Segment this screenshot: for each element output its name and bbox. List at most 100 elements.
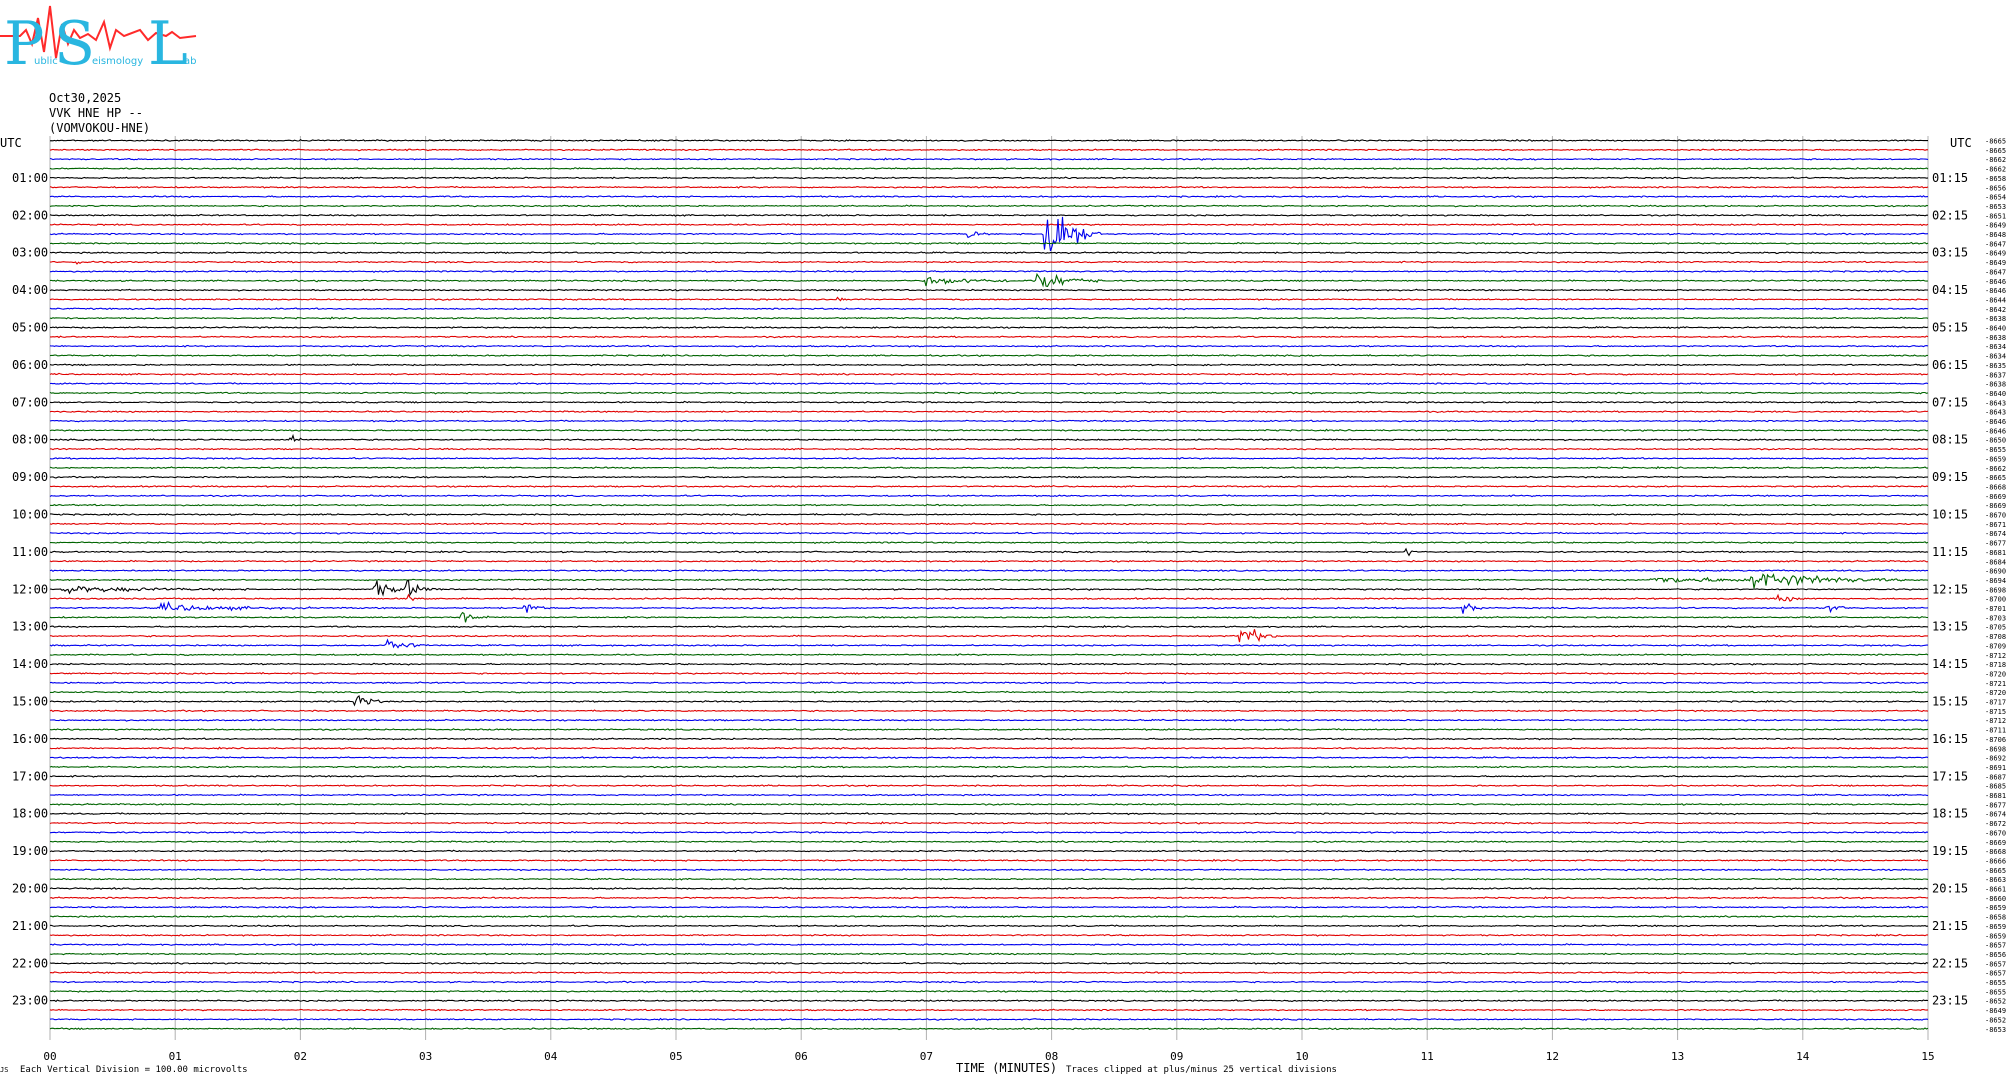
logo-letter-p: P [4, 9, 44, 79]
trace-offset-label: -8653 [1985, 1026, 2006, 1034]
trace-line [49, 746, 1929, 750]
trace-offset-label: -8634 [1985, 343, 2006, 351]
footer-left-mark: JS [0, 1066, 8, 1074]
trace-offset-label: -8663 [1985, 876, 2006, 884]
right-hour-label: 17:15 [1932, 769, 1968, 783]
trace-line [49, 410, 1929, 414]
trace-offset-label: -8687 [1985, 773, 2006, 781]
right-hour-label: 10:15 [1932, 508, 1968, 522]
trace-offset-label: -8708 [1985, 633, 2006, 641]
left-axis-label: UTC [0, 136, 22, 150]
trace-line [49, 756, 1929, 760]
left-hour-label: 05:00 [12, 321, 48, 335]
trace-offset-label: -8685 [1985, 783, 2006, 791]
trace-offset-label: -8712 [1985, 717, 2006, 725]
trace-offset-label: -8649 [1985, 259, 2006, 267]
trace-offset-label: -8659 [1985, 923, 2006, 931]
trace-line [49, 629, 1928, 643]
trace-offset-label: -8638 [1985, 315, 2006, 323]
trace-offset-label: -8659 [1985, 904, 2006, 912]
trace-offset-label: -8674 [1985, 530, 2006, 538]
right-hour-label: 19:15 [1932, 844, 1968, 858]
trace-offset-label: -8720 [1985, 670, 2006, 678]
trace-line [49, 185, 1929, 189]
trace-offset-label: -8655 [1985, 446, 2006, 454]
trace-line [49, 326, 1929, 330]
trace-offset-label: -8681 [1985, 549, 2006, 557]
trace-line [49, 316, 1929, 320]
trace-line [49, 611, 1928, 623]
trace-line [50, 335, 1929, 339]
trace-line [49, 466, 1928, 470]
trace-line [49, 541, 1929, 545]
trace-line [49, 653, 1929, 657]
x-tick-label: 15 [1921, 1050, 1934, 1063]
logo-word-lab: ab [184, 56, 196, 67]
trace-offset-label: -8701 [1985, 605, 2006, 613]
trace-line [49, 709, 1929, 713]
trace-offset-label: -8646 [1985, 278, 2006, 286]
trace-offset-label: -8665 [1985, 867, 2006, 875]
trace-line [49, 593, 1929, 602]
trace-offset-label: -8652 [1985, 1016, 2006, 1024]
x-tick-label: 02 [294, 1050, 307, 1063]
trace-line [49, 887, 1929, 891]
trace-offset-label: -8720 [1985, 689, 2006, 697]
left-hour-label: 16:00 [12, 732, 48, 746]
trace-offset-label: -8644 [1985, 296, 2006, 304]
trace-line [49, 307, 1929, 311]
psl-logo: P S L ublic eismology ab [0, 0, 210, 84]
x-tick-label: 07 [920, 1050, 933, 1063]
trace-line [50, 512, 1929, 517]
trace-offset-label: -8670 [1985, 829, 2006, 837]
right-axis-label: UTC [1950, 136, 1972, 150]
trace-offset-label: -8643 [1985, 409, 2006, 417]
trace-line [49, 840, 1929, 844]
trace-line [49, 625, 1929, 629]
trace-offset-label: -8705 [1985, 624, 2006, 632]
trace-offset-label: -8674 [1985, 811, 2006, 819]
left-hour-label: 03:00 [12, 246, 48, 260]
trace-offset-label: -8669 [1985, 839, 2006, 847]
trace-line [49, 681, 1929, 685]
trace-offset-label: -8698 [1985, 745, 2006, 753]
left-hour-label: 02:00 [12, 208, 48, 222]
trace-line [49, 223, 1929, 227]
trace-line [49, 269, 1929, 273]
trace-line [49, 503, 1929, 507]
trace-offset-label: -8698 [1985, 586, 2006, 594]
trace-offset-label: -8646 [1985, 418, 2006, 426]
trace-offset-label: -8677 [1985, 540, 2006, 548]
trace-offset-label: -8655 [1985, 988, 2006, 996]
trace-offset-label: -8646 [1985, 427, 2006, 435]
trace-line [49, 905, 1929, 909]
trace-line [50, 690, 1929, 694]
left-hour-label: 09:00 [12, 470, 48, 484]
trace-offset-label: -8712 [1985, 652, 2006, 660]
trace-line [50, 272, 1929, 288]
footer-clip-note: Traces clipped at plus/minus 25 vertical… [1066, 1065, 1337, 1075]
trace-line [49, 737, 1929, 741]
trace-offset-label: -8649 [1985, 222, 2006, 230]
left-hour-label: 07:00 [12, 395, 48, 409]
left-hour-label: 22:00 [12, 956, 48, 970]
left-hour-label: 19:00 [12, 844, 48, 858]
trace-offset-label: -8672 [1985, 820, 2006, 828]
trace-line [49, 579, 1929, 597]
logo-graphic: P S L ublic eismology ab [0, 5, 196, 79]
left-hour-label: 10:00 [12, 508, 48, 522]
left-hour-label: 04:00 [12, 283, 48, 297]
trace-offset-label: -8649 [1985, 1007, 2006, 1015]
right-hour-label: 13:15 [1932, 620, 1968, 634]
trace-offset-label: -8658 [1985, 175, 2006, 183]
trace-offset-label: -8711 [1985, 727, 2006, 735]
trace-line [49, 1017, 1929, 1021]
trace-line [49, 1027, 1929, 1031]
trace-offset-label: -8655 [1985, 979, 2006, 987]
left-hour-label: 18:00 [12, 807, 48, 821]
left-utc-labels: 01:00 02:00 03:00 04:00 05:00 06:00 07:00 08:00… [12, 171, 48, 1008]
trace-offset-label: -8659 [1985, 455, 2006, 463]
trace-line [49, 989, 1928, 993]
right-hour-label: 16:15 [1932, 732, 1968, 746]
trace-offset-labels: -8665-8665-8662-8662-8658-8656-8654-8653… [1985, 138, 2006, 1034]
